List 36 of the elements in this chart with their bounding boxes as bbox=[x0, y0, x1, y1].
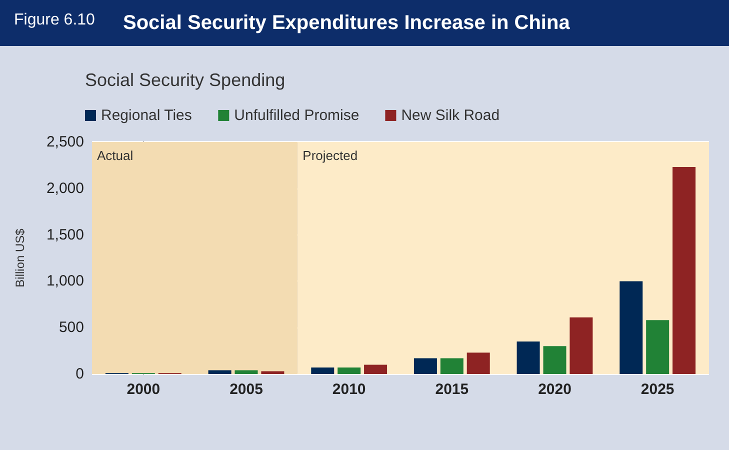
bar bbox=[543, 346, 566, 374]
bar bbox=[311, 368, 334, 374]
bar bbox=[208, 370, 232, 374]
x-tick-label: 2020 bbox=[538, 381, 572, 398]
bar bbox=[466, 352, 490, 374]
bar bbox=[414, 358, 437, 374]
x-tick-label: 2025 bbox=[640, 381, 674, 398]
bar bbox=[570, 317, 593, 374]
band-label: Projected bbox=[302, 148, 358, 163]
bar bbox=[672, 167, 696, 374]
y-axis-title: Billion US$ bbox=[13, 228, 27, 288]
bar bbox=[261, 371, 284, 374]
legend-label: Regional Ties bbox=[101, 107, 192, 124]
legend-label: New Silk Road bbox=[401, 107, 500, 124]
bar bbox=[516, 342, 540, 374]
x-tick-label: 2005 bbox=[230, 381, 263, 398]
caption: Figure 6.10 bbox=[14, 12, 96, 28]
y-tick-label: 1,500 bbox=[46, 226, 84, 244]
bar bbox=[440, 358, 464, 374]
x-tick-label: 2010 bbox=[332, 381, 366, 398]
y-tick-label: 1,000 bbox=[46, 272, 84, 290]
bar bbox=[338, 368, 361, 374]
y-tick-label: 500 bbox=[58, 319, 84, 336]
y-tick-label: 0 bbox=[76, 366, 84, 382]
band-label: Actual bbox=[97, 148, 134, 163]
chart-title: Social Security Expenditures Increase in China bbox=[123, 12, 571, 34]
y-tick-label: 2,000 bbox=[46, 180, 84, 197]
y-tick-label: 2,500 bbox=[46, 134, 84, 150]
legend-label: Unfulfilled Promise bbox=[234, 107, 360, 124]
bar bbox=[234, 370, 258, 374]
bar bbox=[620, 281, 643, 374]
x-tick-label: 2015 bbox=[435, 381, 469, 398]
chart-subtitle: Social Security Spending bbox=[85, 70, 286, 90]
bar bbox=[646, 320, 670, 374]
bar bbox=[364, 364, 388, 374]
x-tick-label: 2000 bbox=[126, 381, 160, 398]
